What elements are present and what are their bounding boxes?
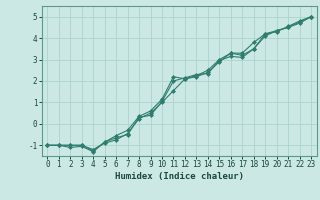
- X-axis label: Humidex (Indice chaleur): Humidex (Indice chaleur): [115, 172, 244, 181]
